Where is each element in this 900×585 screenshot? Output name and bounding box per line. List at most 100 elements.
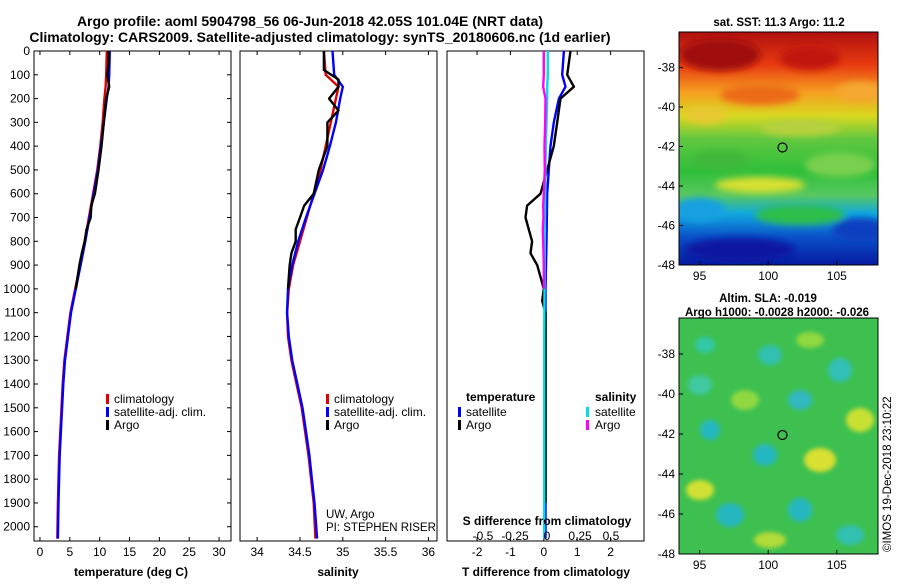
legend-title-salinity: salinity — [595, 390, 637, 404]
depth-tick-label: 1700 — [3, 448, 30, 462]
legend-label-t-argo: Argo — [466, 418, 492, 432]
profile-location-marker — [777, 429, 788, 441]
credit-institution: UW, Argo — [326, 509, 375, 521]
map-y-tick-label: -48 — [658, 547, 676, 561]
depth-tick-label: 0 — [23, 44, 30, 58]
imos-credit: ©IMOS 19-Dec-2018 23:10:22 — [882, 396, 894, 552]
legend-title-temperature: temperature — [466, 390, 536, 404]
s-difference-tick-label: 0 — [544, 529, 551, 543]
legend-swatch-s-satellite — [586, 407, 589, 417]
sla-map-axes: 95 100 105 -38 -40 -42 -44 -46 -48 — [658, 347, 848, 572]
series-line-s-satellite — [543, 51, 549, 539]
x-tick-label: 0 — [37, 545, 44, 559]
legend-label-climatology: climatology — [114, 392, 174, 406]
legend-label-climatology: climatology — [334, 392, 394, 406]
series-line-s-argo — [541, 51, 547, 289]
legend-swatch-argo — [106, 420, 109, 430]
map-y-tick-label: -40 — [658, 387, 676, 401]
depth-tick-label: 100 — [10, 68, 30, 82]
legend-swatch-t-argo — [458, 420, 461, 430]
temperature-lines — [56, 50, 111, 539]
depth-tick-label: 2000 — [3, 520, 30, 534]
depth-tick-label: 1100 — [4, 306, 30, 320]
legend-swatch-s-argo — [586, 420, 589, 430]
depth-tick-label: 500 — [10, 163, 30, 177]
s-difference-tick-label: -0.5 — [473, 529, 494, 543]
x-tick-label: 30 — [212, 545, 226, 559]
map-x-tick-label: 100 — [758, 269, 778, 283]
sst-heatmap — [679, 32, 878, 265]
x-tick-label: 2 — [607, 545, 614, 559]
series-line-t-argo — [524, 50, 576, 503]
sst-map-title: sat. SST: 11.3 Argo: 11.2 — [713, 17, 844, 29]
depth-tick-label: 1400 — [3, 377, 30, 391]
series-line-argo — [286, 51, 340, 289]
sla-map-frame — [678, 317, 879, 555]
temperature-x-label: temperature (deg C) — [74, 565, 188, 579]
salinity-x-label: salinity — [317, 565, 359, 579]
salinity-legend: climatology satellite-adj. clim. Argo — [326, 392, 426, 432]
difference-lines — [524, 50, 576, 539]
map-y-tick-label: -46 — [658, 507, 676, 521]
map-x-tick-label: 95 — [693, 558, 707, 572]
legend-swatch-argo — [326, 420, 329, 430]
difference-panel: -2 -1 0 1 2 temperature satellite Argo salin… — [446, 50, 645, 579]
map-y-tick-label: -46 — [658, 219, 676, 233]
x-tick-label: 35.5 — [374, 545, 398, 559]
map-y-tick-label: -48 — [658, 258, 676, 272]
legend-label-s-satellite: satellite — [595, 405, 636, 419]
temperature-axes-frame — [33, 50, 232, 542]
salinity-x-axis: 34 34.5 35 35.5 36 — [250, 51, 435, 559]
depth-tick-label: 1200 — [3, 329, 30, 343]
x-tick-label: 0 — [540, 545, 547, 559]
x-tick-label: 1 — [574, 545, 581, 559]
x-tick-label: 15 — [123, 545, 137, 559]
salinity-lines — [285, 50, 344, 539]
difference-legend: temperature satellite Argo salinity sate… — [458, 390, 637, 432]
depth-tick-label: 1600 — [3, 425, 30, 439]
x-tick-label: 5 — [66, 545, 73, 559]
s-difference-tick-label: -0.25 — [501, 529, 529, 543]
temperature-panel: 0100200300400500600700800900100011001200… — [3, 44, 644, 579]
x-tick-label: -1 — [505, 545, 516, 559]
map-y-tick-label: -44 — [658, 467, 676, 481]
s-difference-tick-label: 0.25 — [568, 529, 592, 543]
map-x-tick-label: 95 — [693, 269, 707, 283]
depth-tick-label: 900 — [10, 258, 30, 272]
x-tick-label: 34 — [250, 545, 264, 559]
legend-label-argo: Argo — [334, 418, 360, 432]
sst-map-axes: 95 100 105 -38 -40 -42 -44 -46 -48 — [658, 61, 848, 283]
legend-label-satellite: satellite-adj. clim. — [334, 405, 426, 419]
depth-tick-label: 1300 — [3, 353, 30, 367]
legend-swatch-climatology — [326, 394, 329, 404]
map-y-tick-label: -42 — [658, 140, 676, 154]
depth-tick-label: 400 — [10, 139, 30, 153]
x-tick-label: 10 — [93, 545, 107, 559]
profile-location-marker — [777, 142, 788, 153]
sst-map-panel: sat. SST: 11.3 Argo: 11.2 95 100 105 -38 -40… — [658, 17, 879, 283]
x-tick-label: 34.5 — [288, 545, 312, 559]
legend-swatch-t-satellite — [458, 407, 461, 417]
x-tick-label: 35 — [336, 545, 350, 559]
legend-label-satellite: satellite-adj. clim. — [114, 405, 206, 419]
depth-tick-label: 200 — [10, 92, 30, 106]
s-difference-label: S difference from climatology — [463, 514, 632, 528]
sla-argo-heights: Argo h1000: -0.0028 h2000: -0.026 — [685, 307, 869, 319]
x-tick-label: 25 — [183, 545, 197, 559]
legend-label-argo: Argo — [114, 418, 140, 432]
salinity-panel: 34 34.5 35 35.5 36 climatology satellite-adj… — [239, 50, 438, 579]
header-line-1: Argo profile: aoml 5904798_56 06-Jun-201… — [77, 13, 543, 29]
map-y-tick-label: -38 — [658, 61, 676, 75]
legend-swatch-climatology — [106, 394, 109, 404]
legend-swatch-satellite — [106, 407, 109, 417]
depth-tick-label: 1000 — [3, 282, 30, 296]
map-y-tick-label: -38 — [658, 347, 676, 361]
header-line-2: Climatology: CARS2009. Satellite-adjuste… — [29, 29, 610, 45]
depth-tick-label: 300 — [10, 115, 30, 129]
depth-tick-label: 1900 — [3, 496, 30, 510]
depth-tick-label: 1800 — [3, 472, 30, 486]
map-x-tick-label: 100 — [758, 558, 778, 572]
sst-map-frame — [678, 31, 879, 266]
temperature-legend: climatology satellite-adj. clim. Argo — [106, 392, 206, 432]
